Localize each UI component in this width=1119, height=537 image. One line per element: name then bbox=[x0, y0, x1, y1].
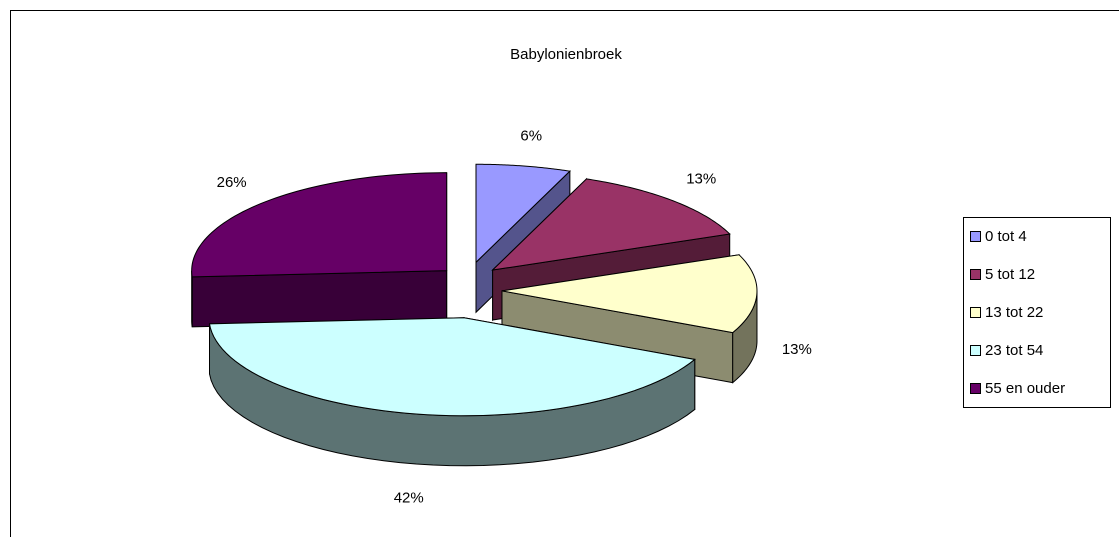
data-label: 13% bbox=[686, 171, 716, 188]
legend-label: 23 tot 54 bbox=[985, 342, 1043, 359]
slice-side bbox=[191, 270, 448, 328]
slice-top bbox=[475, 163, 571, 264]
slice bbox=[208, 317, 696, 467]
chart-title: Babylonienbroek bbox=[510, 46, 622, 63]
legend-swatch bbox=[970, 345, 981, 356]
slice-top bbox=[191, 172, 448, 278]
legend-label: 5 tot 12 bbox=[985, 266, 1035, 283]
slice-top bbox=[491, 178, 731, 271]
slice-top bbox=[501, 254, 758, 334]
legend-label: 13 tot 22 bbox=[985, 304, 1043, 321]
slice-top bbox=[208, 317, 696, 417]
legend-swatch bbox=[970, 269, 981, 280]
legend-swatch bbox=[970, 383, 981, 394]
legend-swatch bbox=[970, 307, 981, 318]
data-label: 42% bbox=[394, 489, 424, 506]
slice bbox=[191, 172, 448, 328]
data-label: 6% bbox=[520, 128, 542, 145]
legend-box bbox=[963, 217, 1111, 408]
legend-label: 55 en ouder bbox=[985, 380, 1065, 397]
data-label: 26% bbox=[217, 174, 247, 191]
legend-swatch bbox=[970, 231, 981, 242]
legend-label: 0 tot 4 bbox=[985, 228, 1027, 245]
data-label: 13% bbox=[782, 341, 812, 358]
slice-wall bbox=[191, 270, 193, 327]
